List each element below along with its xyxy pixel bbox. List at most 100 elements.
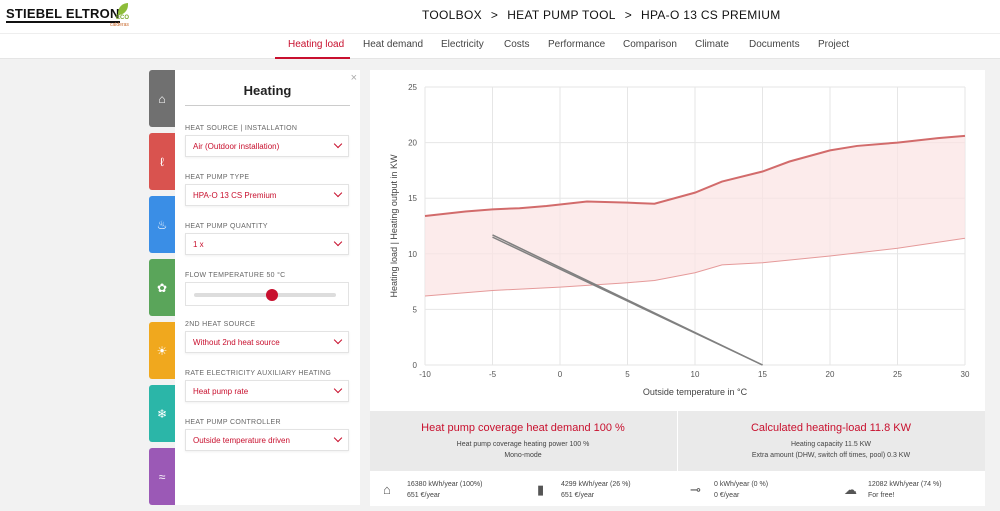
- x-tick-label: 25: [893, 370, 902, 379]
- breadcrumb: TOOLBOX > HEAT PUMP TOOL > HPA-O 13 CS PREMI…: [422, 8, 781, 22]
- heat-pump-type-select[interactable]: HPA-O 13 CS Premium: [185, 184, 349, 206]
- eco-logo-subtext: calderas: [110, 22, 129, 28]
- breadcrumb-separator: >: [490, 8, 499, 22]
- tab-comparison[interactable]: Comparison: [623, 39, 677, 50]
- heat-pump-type-label: HEAT PUMP TYPE: [185, 174, 250, 181]
- plug-icon: ⊸: [690, 482, 701, 497]
- chart-svg: -10 -5 0 5 10 15 20 25 30 0 5 10 15 20 25 Outside tempe…: [389, 83, 970, 397]
- slider-track: [194, 293, 336, 297]
- tab-project[interactable]: Project: [818, 39, 850, 50]
- series-line-3: [492, 236, 763, 366]
- leaf-icon: [118, 3, 128, 15]
- y-axis-label: Heating load | Heating output in KW: [389, 154, 399, 297]
- tab-documents[interactable]: Documents: [749, 39, 800, 50]
- coverage-line-1: Heat pump coverage heating power 100 %: [456, 441, 590, 448]
- sidebar-button-ventilation[interactable]: ✿: [149, 259, 175, 316]
- footer-total-energy: 16380 kWh/year (100%): [407, 481, 483, 488]
- x-tick-label: -10: [419, 370, 431, 379]
- breadcrumb-heat-pump-tool[interactable]: HEAT PUMP TOOL: [507, 8, 616, 22]
- footer-electricity-cost: 651 €/year: [561, 492, 595, 499]
- sidebar-button-cooling[interactable]: ❄: [149, 385, 175, 442]
- electricity-rate-select[interactable]: Heat pump rate: [185, 380, 349, 402]
- eco-logo: ECO calderas: [110, 3, 136, 29]
- sidebar-button-pool[interactable]: ≈: [149, 448, 175, 505]
- y-tick-label: 5: [413, 305, 418, 314]
- sidebar-button-house[interactable]: ⌂: [149, 70, 175, 127]
- tab-climate[interactable]: Climate: [695, 39, 729, 50]
- coverage-summary: Heat pump coverage heat demand 100 % Hea…: [370, 411, 676, 471]
- chevron-down-icon: [333, 335, 343, 345]
- footer-total-cost: 651 €/year: [407, 492, 441, 499]
- breadcrumb-product: HPA-O 13 CS PREMIUM: [641, 8, 781, 22]
- load-line-1: Heating capacity 11.5 KW: [790, 441, 872, 448]
- summary-panel: Heat pump coverage heat demand 100 % Hea…: [370, 411, 985, 471]
- chevron-down-icon: [333, 384, 343, 394]
- active-tab-indicator: [275, 57, 350, 59]
- thermometer-icon: ℓ: [160, 154, 164, 169]
- second-heat-source-select[interactable]: Without 2nd heat source: [185, 331, 349, 353]
- load-line-2: Extra amount (DHW, switch off times, poo…: [751, 452, 911, 459]
- second-heat-source-label: 2ND HEAT SOURCE: [185, 321, 256, 328]
- close-icon[interactable]: ×: [350, 72, 357, 84]
- electricity-rate-value: Heat pump rate: [193, 387, 249, 396]
- heat-pump-quantity-value: 1 x: [193, 240, 204, 249]
- electricity-rate-label: RATE ELECTRICITY AUXILIARY HEATING: [185, 370, 332, 377]
- breadcrumb-toolbox[interactable]: TOOLBOX: [422, 8, 482, 22]
- second-heat-source-value: Without 2nd heat source: [193, 338, 280, 347]
- coverage-line-2: Mono-mode: [504, 452, 542, 459]
- footer-environment-energy: 12082 kWh/year (74 %): [868, 481, 942, 488]
- energy-footer: ⌂ 16380 kWh/year (100%) 651 €/year ▮ 4299…: [370, 471, 985, 506]
- x-axis-label: Outside temperature in °C: [643, 387, 748, 397]
- tab-heat-demand[interactable]: Heat demand: [363, 39, 424, 50]
- chevron-down-icon: [333, 433, 343, 443]
- footer-electricity-energy: 4299 kWh/year (26 %): [561, 481, 631, 488]
- brand-logo[interactable]: STIEBEL ELTRON: [6, 6, 120, 23]
- controller-select[interactable]: Outside temperature driven: [185, 429, 349, 451]
- heat-source-label: HEAT SOURCE | INSTALLATION: [185, 125, 298, 132]
- heat-source-select[interactable]: Air (Outdoor installation): [185, 135, 349, 157]
- coverage-title: Heat pump coverage heat demand 100 %: [421, 422, 625, 434]
- panel-title: Heating: [243, 83, 292, 98]
- fan-icon: ✿: [156, 280, 168, 295]
- tab-bar: Heating load Heat demand Electricity Cos…: [0, 33, 1000, 59]
- flow-temperature-slider[interactable]: [185, 282, 349, 306]
- tab-electricity[interactable]: Electricity: [441, 39, 484, 50]
- y-tick-label: 20: [408, 139, 417, 148]
- sun-icon: ☀: [156, 343, 168, 358]
- tab-costs[interactable]: Costs: [504, 39, 530, 50]
- divider: [185, 105, 350, 106]
- y-tick-label: 0: [413, 361, 418, 370]
- controller-label: HEAT PUMP CONTROLLER: [185, 419, 281, 426]
- breadcrumb-separator: >: [624, 8, 632, 22]
- sidebar-button-hot-water[interactable]: ♨: [149, 196, 175, 253]
- y-tick-label: 10: [408, 250, 417, 259]
- footer-auxiliary-energy: 0 kWh/year (0 %): [714, 481, 769, 488]
- flow-temperature-label: FLOW TEMPERATURE 50 °C: [185, 272, 286, 279]
- x-tick-label: -5: [489, 370, 497, 379]
- heat-pump-quantity-select[interactable]: 1 x: [185, 233, 349, 255]
- house-icon: ⌂: [383, 482, 391, 497]
- x-tick-label: 20: [826, 370, 835, 379]
- sidebar-button-solar[interactable]: ☀: [149, 322, 175, 379]
- chevron-down-icon: [333, 237, 343, 247]
- series-line-0: [424, 134, 966, 217]
- sidebar-button-heating[interactable]: ℓ: [149, 133, 175, 190]
- footer-auxiliary-cost: 0 €/year: [714, 492, 740, 499]
- eco-logo-text: ECO: [116, 15, 130, 21]
- x-tick-label: 0: [558, 370, 563, 379]
- tab-heating-load[interactable]: Heating load: [288, 39, 345, 50]
- pool-icon: ≈: [158, 469, 166, 484]
- heat-source-value: Air (Outdoor installation): [193, 142, 280, 151]
- load-title: Calculated heating-load 11.8 KW: [750, 422, 911, 434]
- heat-pump-quantity-label: HEAT PUMP QUANTITY: [185, 223, 268, 230]
- footer-environment-cost: For free!: [868, 492, 895, 499]
- x-tick-label: 5: [625, 370, 630, 379]
- x-tick-label: 15: [758, 370, 767, 379]
- water-drop-icon: ♨: [156, 217, 168, 232]
- top-bar: STIEBEL ELTRON ECO calderas TOOLBOX > HEAT…: [0, 0, 1000, 33]
- tab-performance[interactable]: Performance: [548, 39, 606, 50]
- x-tick-label: 30: [961, 370, 970, 379]
- series-line-1: [424, 237, 966, 297]
- slider-handle[interactable]: [266, 289, 279, 301]
- chevron-down-icon: [333, 139, 343, 149]
